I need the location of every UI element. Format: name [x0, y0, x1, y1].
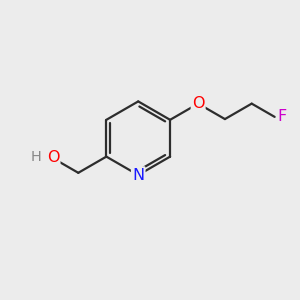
Text: O: O: [47, 150, 59, 165]
Text: N: N: [132, 167, 144, 182]
Text: F: F: [278, 110, 287, 124]
Text: O: O: [192, 96, 204, 111]
Text: H: H: [31, 150, 41, 164]
